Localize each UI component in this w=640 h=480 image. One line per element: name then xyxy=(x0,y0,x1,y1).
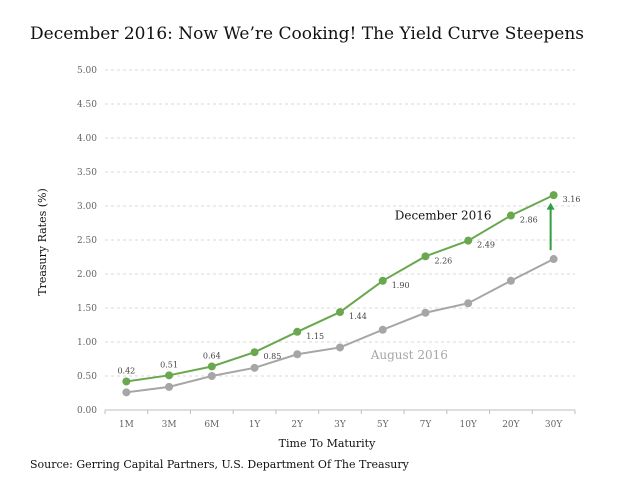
data-point xyxy=(549,255,558,264)
y-tick-label: 3.00 xyxy=(77,202,97,212)
data-point xyxy=(336,308,344,317)
data-label: 0.85 xyxy=(264,352,282,361)
x-axis-label: Time To Maturity xyxy=(279,437,376,450)
x-tick-label: 3Y xyxy=(334,420,347,430)
x-tick-label: 10Y xyxy=(459,420,477,430)
source-note: Source: Gerring Capital Partners, U.S. D… xyxy=(30,458,409,471)
data-point xyxy=(122,388,131,397)
x-axis-ticks: 1M 3M 6M 1Y 2Y 3Y 5Y 7Y 10Y 20Y 30Y xyxy=(104,410,576,430)
data-label: 3.16 xyxy=(563,195,581,204)
data-label: 0.42 xyxy=(117,366,135,375)
data-point xyxy=(336,343,344,352)
y-axis-ticks: 0.00 0.50 1.00 1.50 2.00 2.50 3.00 3.50 4.00 4.50… xyxy=(77,66,97,416)
steepening-arrow-head xyxy=(546,202,555,210)
data-point xyxy=(207,372,216,380)
data-point xyxy=(250,348,259,357)
y-tick-label: 2.50 xyxy=(77,236,97,246)
series-december-2016 xyxy=(122,191,558,386)
data-point xyxy=(165,382,174,391)
series-line xyxy=(126,194,555,383)
y-tick-label: 2.00 xyxy=(77,270,97,280)
data-point xyxy=(165,371,174,380)
x-tick-label: 7Y xyxy=(420,420,433,430)
data-point xyxy=(378,276,387,285)
y-tick-label: 5.00 xyxy=(77,66,97,76)
data-point xyxy=(506,211,515,220)
x-tick-label: 3M xyxy=(162,420,177,430)
data-point xyxy=(207,362,216,371)
data-point xyxy=(549,191,558,200)
series-august-2016 xyxy=(122,255,558,397)
series-line xyxy=(126,258,555,394)
x-tick-label: 20Y xyxy=(502,420,520,430)
data-label: 2.86 xyxy=(520,216,538,225)
data-point xyxy=(293,327,302,336)
data-labels: 0.42 0.51 0.64 0.85 1.15 1.44 1.90 2.26 2.49 2.86… xyxy=(117,195,580,375)
data-point xyxy=(464,299,473,308)
data-point xyxy=(250,363,259,372)
y-axis-label: Treasury Rates (%) xyxy=(36,188,49,296)
chart-title: December 2016: Now We’re Cooking! The Yi… xyxy=(30,24,585,44)
gridlines xyxy=(105,69,575,411)
data-label: 0.64 xyxy=(203,351,221,360)
y-tick-label: 3.50 xyxy=(77,168,97,178)
data-point xyxy=(464,236,473,245)
series-name-august: August 2016 xyxy=(370,348,448,362)
data-point xyxy=(506,276,515,285)
data-label: 1.15 xyxy=(306,332,324,341)
x-tick-label: 5Y xyxy=(377,420,390,430)
y-tick-label: 4.00 xyxy=(77,134,97,144)
y-tick-label: 4.50 xyxy=(77,100,97,110)
data-point xyxy=(421,252,430,261)
x-tick-label: 2Y xyxy=(291,420,304,430)
data-label: 1.90 xyxy=(392,281,410,290)
data-label: 2.26 xyxy=(434,256,452,265)
series-name-december: December 2016 xyxy=(395,209,492,223)
data-point xyxy=(293,350,302,359)
series-lines xyxy=(122,191,558,397)
data-point xyxy=(122,377,131,386)
x-tick-label: 1Y xyxy=(249,420,262,430)
annotations xyxy=(546,202,555,251)
data-point xyxy=(421,308,430,317)
data-label: 1.44 xyxy=(349,312,367,321)
y-tick-label: 1.00 xyxy=(77,338,97,348)
data-label: 0.51 xyxy=(160,360,178,369)
x-tick-label: 6M xyxy=(204,420,219,430)
y-tick-label: 0.00 xyxy=(77,406,97,416)
data-point xyxy=(378,325,387,334)
y-tick-label: 0.50 xyxy=(77,372,97,382)
x-tick-label: 30Y xyxy=(545,420,563,430)
x-tick-label: 1M xyxy=(119,420,134,430)
data-label: 2.49 xyxy=(477,241,495,250)
y-tick-label: 1.50 xyxy=(77,304,97,314)
